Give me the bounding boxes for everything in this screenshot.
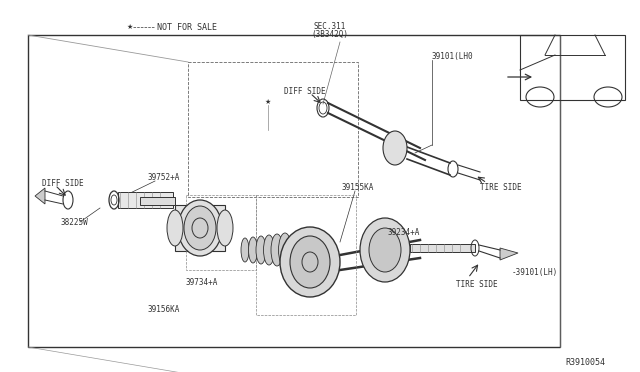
Text: ★: ★ [127, 24, 133, 30]
Ellipse shape [271, 234, 283, 266]
Text: 39234+A: 39234+A [388, 228, 420, 237]
Text: 39156KA: 39156KA [148, 305, 180, 314]
Bar [520, 35, 625, 100]
Polygon shape [35, 188, 45, 204]
Text: 38225W: 38225W [60, 218, 88, 227]
Polygon shape [500, 248, 518, 260]
Text: 39734+A: 39734+A [185, 278, 218, 287]
Bar [118, 192, 173, 208]
Ellipse shape [383, 131, 407, 165]
Text: DIFF SIDE: DIFF SIDE [284, 87, 326, 96]
Ellipse shape [280, 227, 340, 297]
Text: TIRE SIDE: TIRE SIDE [480, 183, 522, 192]
Text: TIRE SIDE: TIRE SIDE [456, 280, 498, 289]
Ellipse shape [184, 206, 216, 250]
Bar [175, 205, 225, 251]
Text: DIFF SIDE: DIFF SIDE [42, 179, 84, 188]
Ellipse shape [278, 233, 291, 267]
Text: -39101(LH): -39101(LH) [512, 268, 558, 277]
Text: 39752+A: 39752+A [148, 173, 180, 182]
Bar [188, 62, 358, 197]
Text: SEC.311: SEC.311 [314, 22, 346, 31]
Bar [28, 35, 560, 347]
Ellipse shape [248, 237, 257, 263]
Text: R3910054: R3910054 [565, 358, 605, 367]
Bar [186, 195, 256, 270]
Text: ★: ★ [265, 99, 271, 105]
Ellipse shape [178, 200, 222, 256]
Bar [410, 244, 475, 252]
Text: 39155KA: 39155KA [342, 183, 374, 192]
Ellipse shape [256, 236, 266, 264]
Bar [256, 195, 356, 315]
Text: NOT FOR SALE: NOT FOR SALE [157, 23, 217, 32]
Text: (3B342Q): (3B342Q) [312, 30, 349, 39]
Ellipse shape [167, 210, 183, 246]
Bar [140, 197, 175, 205]
Ellipse shape [264, 235, 275, 265]
Ellipse shape [360, 218, 410, 282]
Ellipse shape [241, 238, 249, 262]
Ellipse shape [369, 228, 401, 272]
Text: 39101(LH0: 39101(LH0 [432, 52, 474, 61]
Ellipse shape [290, 236, 330, 288]
Ellipse shape [217, 210, 233, 246]
